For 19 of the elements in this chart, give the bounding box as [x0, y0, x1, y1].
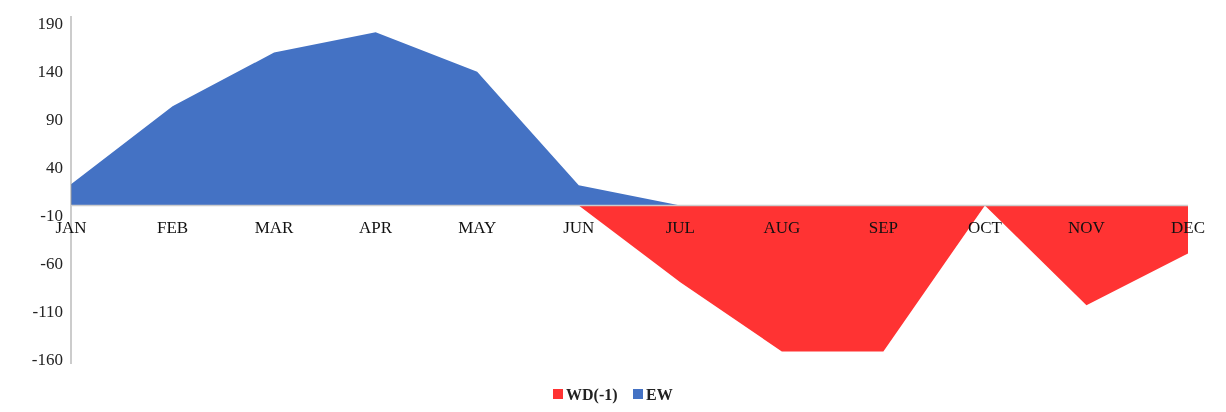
x-tick-label: MAY — [458, 218, 497, 238]
legend-label: EW — [646, 386, 673, 403]
y-tick-label: -160 — [31, 350, 63, 370]
x-tick-label: JUN — [563, 218, 595, 238]
y-tick-label: 90 — [46, 109, 63, 129]
y-tick-label: 140 — [37, 61, 63, 81]
y-tick-label: -110 — [32, 302, 63, 322]
y-tick-label: 40 — [46, 157, 63, 177]
y-tick-label: 190 — [37, 13, 63, 33]
x-tick-label: APR — [359, 218, 393, 238]
x-tick-label: OCT — [967, 218, 1003, 238]
x-tick-label: AUG — [763, 218, 801, 238]
legend-label: WD(-1) — [566, 386, 618, 404]
x-tick-label: NOV — [1068, 218, 1106, 238]
x-tick-label: JUL — [665, 218, 695, 238]
x-tick-label: FEB — [156, 218, 189, 238]
y-tick-label: -60 — [40, 254, 63, 274]
x-tick-label: SEP — [868, 218, 899, 238]
x-tick-label: MAR — [254, 218, 295, 238]
